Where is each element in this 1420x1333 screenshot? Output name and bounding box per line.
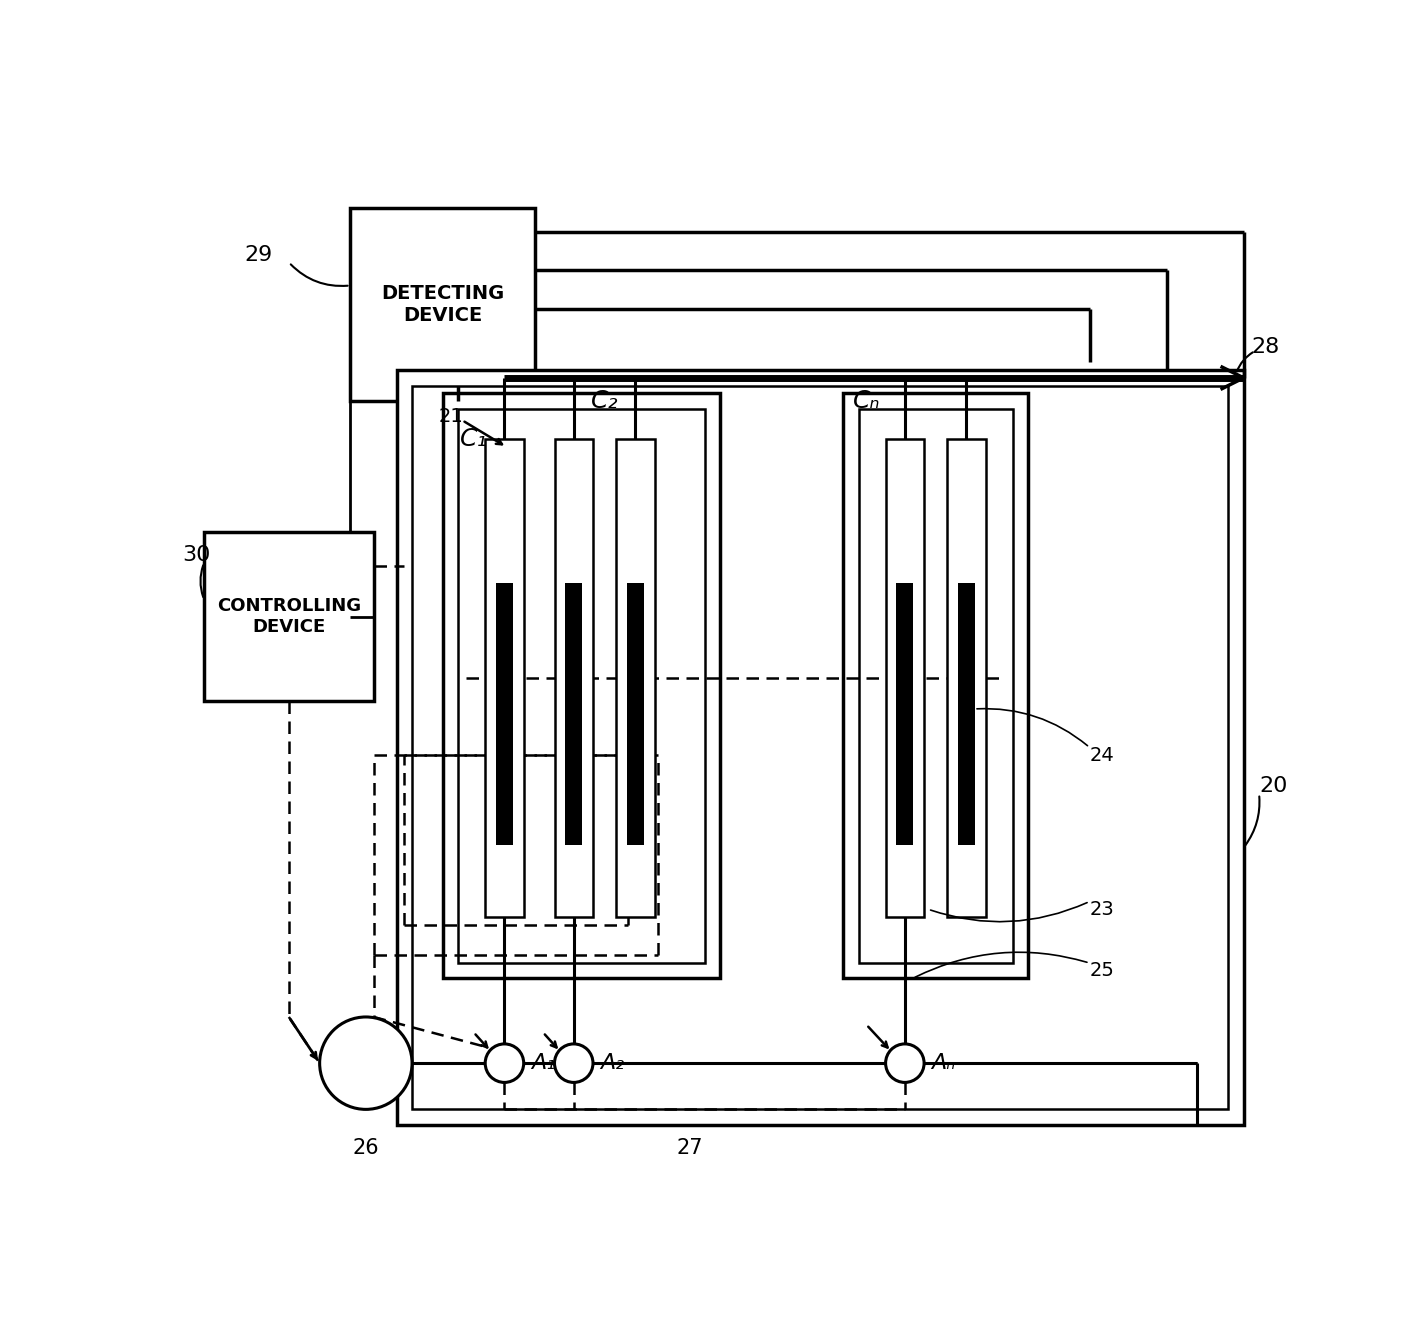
Bar: [859, 409, 1012, 962]
Text: 20: 20: [1260, 776, 1288, 796]
Text: 29: 29: [244, 245, 273, 265]
Text: DETECTING
DEVICE: DETECTING DEVICE: [381, 284, 504, 325]
Text: 27: 27: [676, 1138, 703, 1158]
Text: 23: 23: [1089, 900, 1115, 918]
Bar: [443, 393, 720, 978]
Text: 26: 26: [352, 1138, 379, 1158]
Text: 30: 30: [182, 545, 210, 565]
Text: 21: 21: [439, 407, 463, 425]
Bar: [616, 440, 655, 917]
Bar: [459, 409, 704, 962]
Bar: [351, 208, 535, 401]
Bar: [626, 583, 643, 845]
Bar: [959, 583, 976, 845]
Circle shape: [486, 1044, 524, 1082]
Text: A₁: A₁: [531, 1053, 555, 1073]
Text: 24: 24: [1089, 745, 1115, 765]
Bar: [896, 583, 913, 845]
Bar: [886, 440, 924, 917]
Text: Cₙ: Cₙ: [852, 389, 880, 413]
Bar: [947, 440, 985, 917]
Bar: [554, 440, 594, 917]
Text: C₁: C₁: [460, 428, 487, 452]
Circle shape: [320, 1017, 412, 1109]
Text: C₂: C₂: [591, 389, 618, 413]
Bar: [565, 583, 582, 845]
Text: 25: 25: [1089, 961, 1115, 980]
Bar: [396, 371, 1244, 1125]
Text: A₂: A₂: [601, 1053, 625, 1073]
Circle shape: [886, 1044, 924, 1082]
Circle shape: [554, 1044, 594, 1082]
Text: CONTROLLING
DEVICE: CONTROLLING DEVICE: [217, 597, 361, 636]
Text: 28: 28: [1251, 337, 1279, 357]
Bar: [843, 393, 1028, 978]
Bar: [412, 385, 1228, 1109]
Bar: [204, 532, 373, 701]
Bar: [486, 440, 524, 917]
Bar: [496, 583, 513, 845]
Text: Aₙ: Aₙ: [932, 1053, 956, 1073]
